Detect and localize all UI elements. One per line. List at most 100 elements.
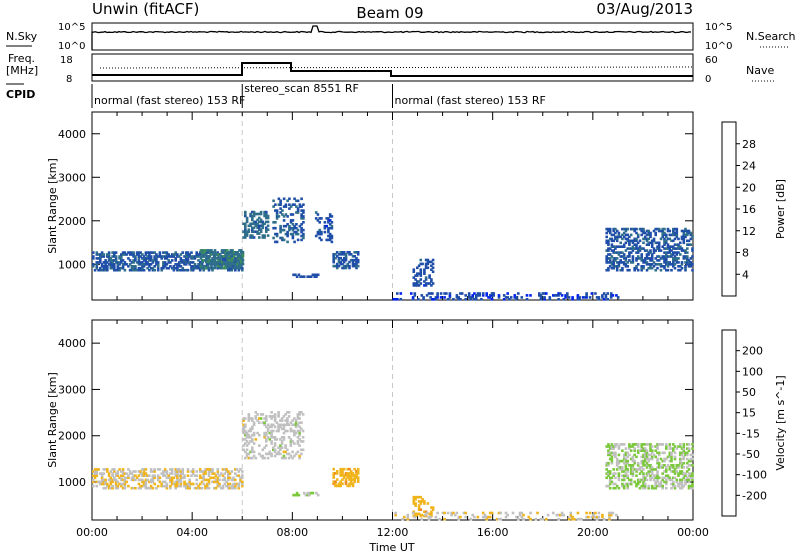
velocity-panel-cell: [270, 440, 273, 443]
velocity-panel-cell: [277, 425, 280, 429]
power-panel-cell: [274, 226, 277, 230]
power-panel-cell: [621, 233, 624, 237]
power-panel-cell: [652, 261, 656, 264]
velocity-panel-cell: [270, 425, 273, 429]
power-panel-cell: [657, 227, 661, 231]
power-panel-cell: [344, 266, 348, 270]
velocity-panel-cell: [125, 480, 128, 484]
velocity-panel-cell: [657, 461, 661, 465]
power-panel-cell: [665, 247, 668, 250]
velocity-panel-cell: [689, 453, 693, 457]
velocity-panel-cell: [239, 480, 242, 484]
velocity-panel-cell: [263, 456, 266, 460]
velocity-panel-cell: [459, 515, 462, 519]
velocity-panel-cell: [576, 511, 580, 515]
power-panel-cell: [137, 259, 141, 262]
power-panel-cell: [160, 255, 163, 258]
velocity-panel-cell: [680, 478, 684, 482]
power-panel-cell: [663, 247, 666, 250]
velocity-panel-cell: [95, 484, 99, 488]
power-panel-cell: [539, 296, 543, 299]
velocity-panel-cell: [280, 446, 284, 449]
power-panel-cell: [220, 255, 223, 258]
velocity-panel-cell: [649, 470, 652, 473]
power-panel-cell: [609, 296, 613, 299]
velocity-panel-cell: [403, 515, 406, 519]
power-panel-cell: [332, 255, 335, 258]
power-panel-cell: [656, 255, 659, 258]
power-panel-cell: [181, 261, 184, 264]
power-panel-cell: [172, 253, 176, 256]
power-panel-cell: [296, 232, 300, 236]
power-panel-cell: [351, 262, 355, 266]
power-panel-cell: [208, 249, 211, 252]
power-panel-cell: [176, 255, 179, 258]
power-panel-cell: [675, 253, 679, 256]
power-panel-cell: [612, 251, 615, 254]
power-panel-cell: [431, 262, 435, 266]
velocity-panel-cell: [116, 472, 120, 475]
power-panel-cell: [184, 255, 188, 258]
velocity-panel-cell: [670, 482, 673, 486]
velocity-panel-cell: [612, 472, 615, 475]
power-panel-cell: [316, 213, 320, 216]
velocity-panel-cell: [419, 500, 423, 503]
velocity-panel-cell: [174, 472, 177, 475]
velocity-panel-cell: [672, 466, 675, 469]
power-panel-cell: [604, 294, 608, 297]
power-panel-cell: [263, 212, 266, 216]
power-panel-cell: [111, 259, 114, 262]
velocity-panel-cell: [265, 438, 268, 441]
power-panel-cell: [281, 213, 284, 216]
velocity-panel-cell: [348, 476, 351, 479]
power-panel-cell: [291, 219, 295, 222]
velocity-panel-cell: [610, 447, 614, 450]
velocity-panel-cell: [679, 461, 682, 465]
power-panel-cell: [279, 201, 282, 204]
power-panel-cell: [295, 232, 298, 236]
power-panel-cell: [302, 232, 305, 236]
power-panel-cell: [95, 265, 99, 268]
velocity-panel-cell: [656, 480, 659, 484]
power-panel-cell: [134, 265, 137, 268]
power-panel-cell: [113, 251, 116, 254]
power-panel-cell: [209, 261, 212, 264]
power-panel-cell: [328, 213, 332, 216]
power-panel-cell: [419, 268, 423, 271]
velocity-panel-cell: [665, 482, 668, 486]
velocity-panel-cell: [650, 470, 654, 473]
velocity-panel-cell: [420, 513, 424, 517]
power-panel-cell: [684, 268, 687, 272]
power-panel-cell: [190, 255, 193, 258]
velocity-panel-cell: [353, 467, 356, 471]
power-panel-cell: [515, 298, 518, 301]
velocity-panel-cell: [258, 452, 261, 456]
velocity-panel-cell: [670, 455, 673, 459]
power-panel-cell: [649, 249, 652, 252]
nsky-trace: [91, 25, 692, 50]
power-panel-cell: [279, 236, 282, 240]
power-panel-cell: [298, 205, 302, 208]
velocity-panel-cell: [638, 466, 642, 469]
velocity-panel-cell: [273, 425, 277, 429]
velocity-panel-cell: [242, 448, 245, 452]
power-panel-cell: [300, 228, 303, 232]
power-panel-cell: [459, 298, 462, 301]
power-panel-cell: [687, 261, 691, 264]
velocity-panel-cell: [332, 480, 335, 483]
power-panel-cell: [163, 265, 167, 268]
velocity-panel-cell: [689, 459, 693, 463]
time-tick-label: 04:00: [176, 526, 208, 539]
power-panel-cell: [612, 265, 615, 268]
nsky-panel-frame: [91, 22, 694, 51]
power-panel-cell: [118, 255, 121, 258]
velocity-panel-cell: [629, 466, 633, 469]
velocity-panel-cell: [304, 493, 308, 497]
velocity-panel-cell: [419, 502, 423, 505]
velocity-panel-cell: [93, 468, 97, 471]
power-panel-cell: [116, 268, 120, 272]
velocity-panel-cell: [670, 464, 673, 467]
power-panel-cell: [114, 257, 118, 260]
power-panel-cell: [635, 265, 638, 268]
velocity-panel-cell: [642, 461, 645, 465]
